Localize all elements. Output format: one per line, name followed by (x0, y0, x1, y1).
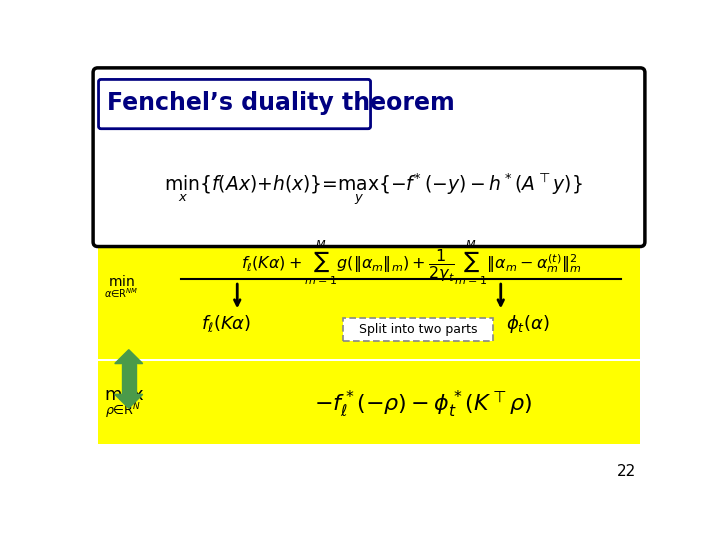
Text: $\min_{\alpha \in \mathrm{R}^{NM}}$: $\min_{\alpha \in \mathrm{R}^{NM}}$ (104, 274, 138, 299)
Text: $\max_{\rho \in \mathrm{R}^{N}}$: $\max_{\rho \in \mathrm{R}^{N}}$ (104, 388, 145, 420)
Bar (122, 363, 136, 394)
Text: Split into two parts: Split into two parts (359, 323, 477, 336)
FancyBboxPatch shape (98, 245, 640, 359)
Text: $\min_{x}\{f(Ax)+h(x)\}=\max_{y}\{-f^*(-y)-h^*(A^\top y)\}$: $\min_{x}\{f(Ax)+h(x)\}=\max_{y}\{-f^*(-… (163, 172, 582, 207)
FancyBboxPatch shape (98, 361, 640, 444)
Text: $\phi_t(\alpha)$: $\phi_t(\alpha)$ (506, 313, 549, 334)
Text: $-f_\ell^*(-\rho) - \phi_t^*(K^\top \rho)$: $-f_\ell^*(-\rho) - \phi_t^*(K^\top \rho… (314, 388, 533, 419)
FancyBboxPatch shape (93, 68, 645, 247)
Polygon shape (114, 350, 143, 363)
Polygon shape (114, 394, 143, 408)
FancyBboxPatch shape (99, 79, 371, 129)
Text: 22: 22 (617, 464, 636, 479)
Text: Fenchel’s duality theorem: Fenchel’s duality theorem (107, 91, 455, 116)
Text: $f_\ell(K\alpha)$: $f_\ell(K\alpha)$ (201, 313, 251, 334)
Text: $f_\ell(K\alpha) + \sum_{m=1}^{M} g(\|\alpha_m\|_m) + \dfrac{1}{2\gamma_t}\sum_{: $f_\ell(K\alpha) + \sum_{m=1}^{M} g(\|\a… (241, 238, 582, 287)
FancyBboxPatch shape (343, 318, 493, 341)
